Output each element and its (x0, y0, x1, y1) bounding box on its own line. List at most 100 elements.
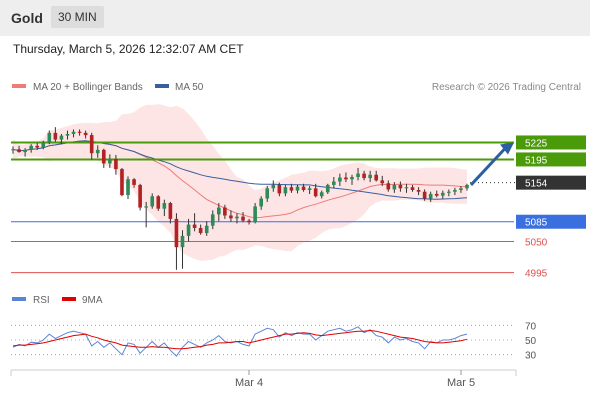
ma20-legend-label: MA 20 + Bollinger Bands (33, 82, 143, 93)
candle-body (47, 132, 52, 143)
candle-body (392, 184, 397, 190)
candle-body (465, 184, 469, 189)
rsi-swatch (12, 297, 26, 301)
candle-body (368, 174, 372, 179)
candle-body (319, 192, 324, 197)
ma9-swatch (62, 297, 76, 301)
candle-body (35, 145, 40, 148)
candle-body (410, 187, 415, 191)
candle-body (241, 216, 245, 221)
candle-body (356, 173, 360, 177)
candle-body (453, 190, 457, 192)
candle-body (447, 191, 451, 193)
candle-body (434, 193, 439, 196)
candle-body (192, 224, 197, 228)
candle-body (277, 184, 282, 194)
candle-body (144, 206, 148, 208)
time-axis-label: Mar 4 (235, 377, 263, 389)
candle-body (65, 133, 70, 136)
candle-body (138, 184, 142, 208)
candle-body (422, 191, 427, 199)
rsi-tick-label: 70 (525, 321, 537, 332)
rsi-line (12, 326, 468, 357)
candle-body (120, 169, 124, 196)
candle-body (89, 135, 94, 154)
candle-body (29, 145, 33, 150)
timestamp: Thursday, March 5, 2026 12:32:07 AM CET (13, 42, 244, 56)
timeframe-button[interactable]: 30 MIN (51, 6, 104, 28)
candle-body (350, 176, 354, 180)
candle-body (156, 196, 161, 209)
candle-body (223, 207, 227, 216)
resistance-2-tag (516, 135, 586, 150)
candle-body (235, 216, 239, 219)
candle-body (150, 196, 155, 207)
candle-body (101, 149, 106, 164)
candle-body (380, 180, 385, 184)
candle-body (198, 227, 203, 234)
candle-body (362, 173, 366, 179)
rsi-plot: 70 50 30 (11, 321, 537, 362)
candle-body (114, 158, 118, 170)
candle-body (59, 135, 64, 140)
candle-body (338, 177, 342, 182)
candle-body (265, 188, 270, 199)
asset-name: Gold (11, 10, 43, 26)
candle-body (253, 206, 257, 223)
candle-body (132, 179, 136, 185)
bollinger-band (13, 104, 467, 261)
price-plot (12, 104, 468, 261)
candle-body (126, 179, 130, 196)
candle-body (17, 149, 21, 153)
candle-body (398, 184, 403, 189)
candle-body (77, 131, 82, 133)
candle-body (174, 218, 179, 248)
pivot-label: 5085 (525, 218, 548, 229)
credit: Research © 2026 Trading Central (432, 82, 581, 93)
candle-body (295, 186, 300, 191)
price-levels: 5225 5195 5154 5085 5050 4995 (11, 135, 586, 280)
candle-body (180, 235, 185, 248)
candle-body (11, 149, 15, 151)
rsi-tick-label: 30 (525, 351, 537, 362)
current-price-tag (516, 175, 586, 190)
candle-body (23, 149, 27, 153)
forecast-arrow-shaft (469, 147, 507, 186)
forecast-arrow-head (500, 142, 514, 155)
candle-body (404, 187, 409, 189)
support-2-label: 4995 (525, 269, 548, 280)
candle-body (83, 132, 88, 136)
time-axis: Mar 4 Mar 5 (10, 369, 517, 389)
candle-body (440, 192, 445, 196)
candle-body (162, 203, 167, 209)
resistance-1-tag (516, 152, 586, 167)
time-axis-label: Mar 5 (447, 377, 475, 389)
ma50-legend-label: MA 50 (175, 82, 204, 93)
candle-body (229, 215, 233, 219)
candle-body (386, 183, 391, 190)
rsi-legend: RSI 9MA (12, 295, 103, 306)
candle-body (459, 188, 463, 191)
candle-body (71, 131, 76, 134)
rsi-tick-label: 50 (525, 336, 537, 347)
candle-body (283, 187, 288, 194)
chart-header: Gold 30 MIN (0, 0, 590, 36)
candle-body (186, 224, 191, 236)
candle-body (332, 181, 336, 185)
candle-body (313, 188, 318, 197)
candle-body (168, 203, 173, 219)
candle-body (344, 177, 348, 180)
candle-body (301, 186, 306, 191)
candle-body (307, 188, 312, 191)
candle-body (428, 193, 433, 199)
candle-body (271, 184, 276, 189)
candle-body (204, 225, 209, 234)
candle-body (325, 184, 330, 193)
resistance-2-label: 5225 (525, 138, 548, 149)
candle-body (289, 187, 294, 191)
ma20-swatch (12, 84, 26, 88)
legend: MA 20 + Bollinger Bands MA 50 Research ©… (12, 82, 581, 93)
candle-body (53, 132, 58, 140)
current-price-label: 5154 (525, 179, 548, 190)
